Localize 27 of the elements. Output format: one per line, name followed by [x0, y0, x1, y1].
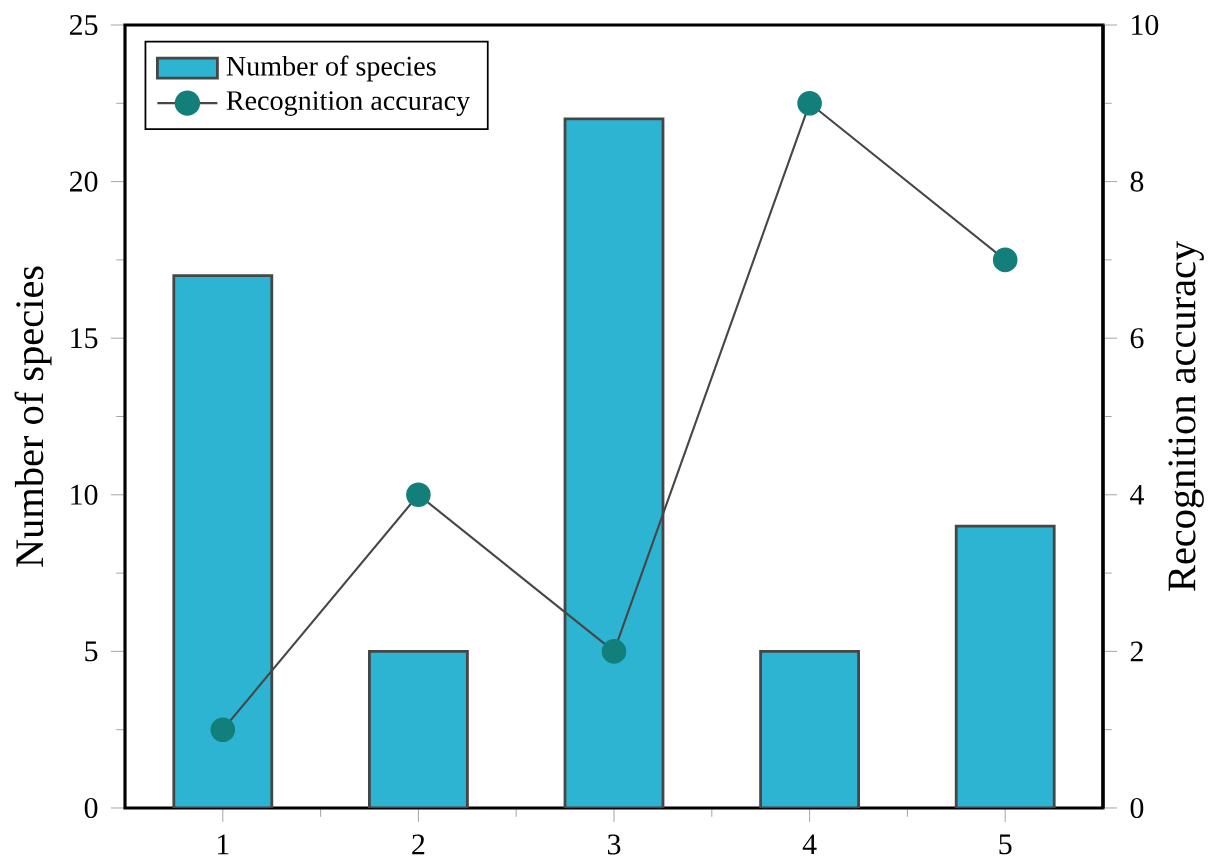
legend-label: Number of species — [226, 55, 436, 82]
point — [406, 482, 431, 508]
y-tick-label: 5 — [85, 641, 98, 662]
legend-label: Recognition accuracy — [226, 91, 471, 116]
y-tick-label: 25 — [69, 14, 98, 36]
y2-axis-title: Recognition accuracy — [1168, 240, 1204, 591]
x-tick-label: 4 — [802, 834, 817, 855]
y-tick-label: 10 — [71, 484, 98, 505]
y2-tick-label: 4 — [1130, 484, 1144, 505]
y-tick-label: 20 — [69, 171, 98, 192]
y2-tick-label: 6 — [1130, 328, 1144, 349]
x-tick-label: 3 — [607, 834, 621, 855]
y-tick-label: 0 — [84, 797, 98, 819]
y2-tick-label: 2 — [1130, 641, 1143, 662]
y2-tick-label: 8 — [1130, 171, 1144, 192]
point — [210, 717, 236, 742]
y2-tick-label: 0 — [1130, 797, 1144, 819]
x-tick-label: 1 — [217, 834, 229, 855]
y2-tick-label: 10 — [1132, 14, 1159, 36]
x-tick-label: 2 — [412, 834, 425, 855]
x-tick-label: 5 — [999, 834, 1012, 855]
point — [601, 639, 627, 664]
point — [992, 247, 1018, 273]
y-tick-label: 15 — [71, 328, 98, 349]
y-axis-title: Number of species — [14, 266, 52, 567]
bar — [563, 117, 665, 808]
point — [797, 90, 822, 116]
